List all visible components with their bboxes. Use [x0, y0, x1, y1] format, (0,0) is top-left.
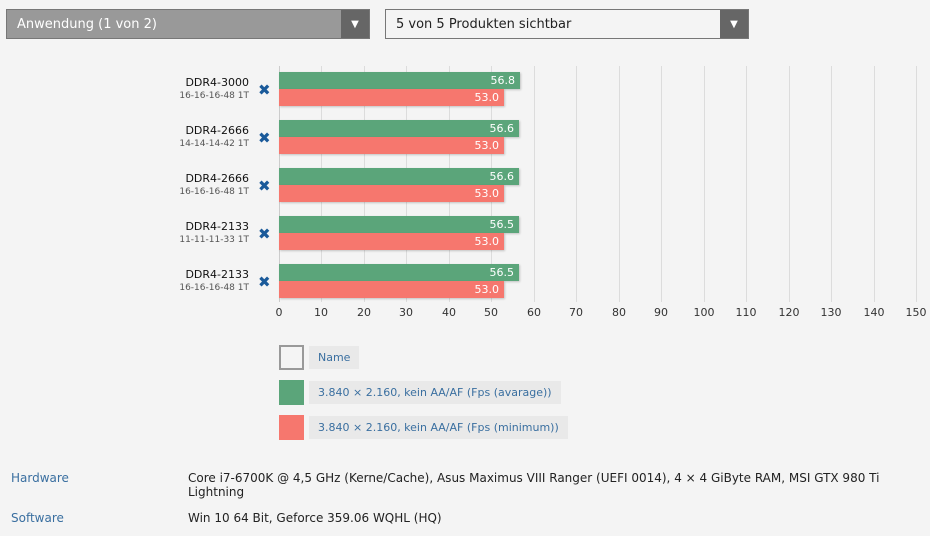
bar-chart: 0 10 20 30 40 50 60 70 80 90 100 110 120 130 140 150 DDR… — [179, 66, 927, 319]
x-tick-label: 10 — [314, 306, 328, 319]
gridline — [576, 66, 577, 302]
hardware-label: Hardware — [11, 471, 69, 485]
gridline — [831, 66, 832, 302]
products-dropdown-label: 5 von 5 Produkten sichtbar — [396, 16, 572, 32]
gridline — [534, 66, 535, 302]
x-tick-label: 100 — [693, 306, 715, 319]
row-label: DDR4-3000 16-16-16-48 1T — [179, 76, 249, 102]
product-timings: 11-11-11-33 1T — [179, 235, 249, 245]
legend-swatch[interactable] — [279, 345, 304, 370]
remove-icon[interactable]: ✖ — [258, 81, 271, 99]
x-tick-label: 140 — [863, 306, 885, 319]
bar-minimum[interactable]: 53.0 — [279, 137, 504, 154]
x-tick-label: 150 — [905, 306, 927, 319]
gridline — [874, 66, 875, 302]
x-tick-label: 130 — [820, 306, 842, 319]
x-tick-label: 70 — [569, 306, 583, 319]
row-label: DDR4-2666 14-14-14-42 1T — [179, 124, 249, 150]
row-label: DDR4-2133 11-11-11-33 1T — [179, 220, 249, 246]
row-label: DDR4-2133 16-16-16-48 1T — [179, 268, 249, 294]
bar-minimum[interactable]: 53.0 — [279, 281, 504, 298]
x-tick-label: 30 — [399, 306, 413, 319]
legend-swatch[interactable] — [279, 380, 304, 405]
legend-item[interactable]: 3.840 × 2.160, kein AA/AF (Fps (avarage)… — [279, 380, 561, 405]
bar-average[interactable]: 56.6 — [279, 120, 519, 137]
row-label: DDR4-2666 16-16-16-48 1T — [179, 172, 249, 198]
gridline — [789, 66, 790, 302]
x-tick-label: 90 — [654, 306, 668, 319]
legend-swatch[interactable] — [279, 415, 304, 440]
gridline — [619, 66, 620, 302]
x-tick-label: 60 — [527, 306, 541, 319]
chevron-down-icon[interactable]: ▼ — [341, 10, 369, 38]
product-name: DDR4-2133 — [185, 220, 249, 233]
gridline — [746, 66, 747, 302]
gridline — [661, 66, 662, 302]
gridline — [916, 66, 917, 302]
product-name: DDR4-2666 — [185, 172, 249, 185]
x-tick-label: 120 — [778, 306, 800, 319]
bar-minimum[interactable]: 53.0 — [279, 89, 504, 106]
view-dropdown-label: Anwendung (1 von 2) — [17, 16, 157, 32]
product-name: DDR4-2666 — [185, 124, 249, 137]
remove-icon[interactable]: ✖ — [258, 177, 271, 195]
legend-item[interactable]: Name — [279, 345, 360, 370]
gridline — [704, 66, 705, 302]
view-dropdown[interactable]: Anwendung (1 von 2) ▼ — [6, 9, 370, 39]
software-label: Software — [11, 511, 64, 525]
chevron-down-icon[interactable]: ▼ — [720, 10, 748, 38]
product-timings: 16-16-16-48 1T — [179, 283, 249, 293]
bar-average[interactable]: 56.5 — [279, 264, 519, 281]
bar-average[interactable]: 56.8 — [279, 72, 520, 89]
bar-average[interactable]: 56.6 — [279, 168, 519, 185]
product-timings: 16-16-16-48 1T — [179, 187, 249, 197]
bar-minimum[interactable]: 53.0 — [279, 233, 504, 250]
product-name: DDR4-3000 — [185, 76, 249, 89]
x-tick-label: 50 — [484, 306, 498, 319]
remove-icon[interactable]: ✖ — [258, 273, 271, 291]
x-tick-label: 80 — [612, 306, 626, 319]
products-dropdown[interactable]: 5 von 5 Produkten sichtbar ▼ — [385, 9, 749, 39]
x-tick-label: 110 — [735, 306, 757, 319]
hardware-value: Core i7-6700K @ 4,5 GHz (Kerne/Cache), A… — [188, 471, 880, 499]
product-timings: 16-16-16-48 1T — [179, 91, 249, 101]
product-timings: 14-14-14-42 1T — [179, 139, 249, 149]
x-tick-label: 0 — [275, 306, 283, 319]
legend-label[interactable]: Name — [309, 346, 360, 369]
legend-item[interactable]: 3.840 × 2.160, kein AA/AF (Fps (minimum)… — [279, 415, 568, 440]
x-tick-label: 40 — [442, 306, 456, 319]
bar-average[interactable]: 56.5 — [279, 216, 519, 233]
bar-minimum[interactable]: 53.0 — [279, 185, 504, 202]
remove-icon[interactable]: ✖ — [258, 129, 271, 147]
legend-label[interactable]: 3.840 × 2.160, kein AA/AF (Fps (minimum)… — [309, 416, 568, 439]
software-value: Win 10 64 Bit, Geforce 359.06 WQHL (HQ) — [188, 511, 442, 525]
legend-label[interactable]: 3.840 × 2.160, kein AA/AF (Fps (avarage)… — [309, 381, 561, 404]
remove-icon[interactable]: ✖ — [258, 225, 271, 243]
x-tick-label: 20 — [357, 306, 371, 319]
product-name: DDR4-2133 — [185, 268, 249, 281]
